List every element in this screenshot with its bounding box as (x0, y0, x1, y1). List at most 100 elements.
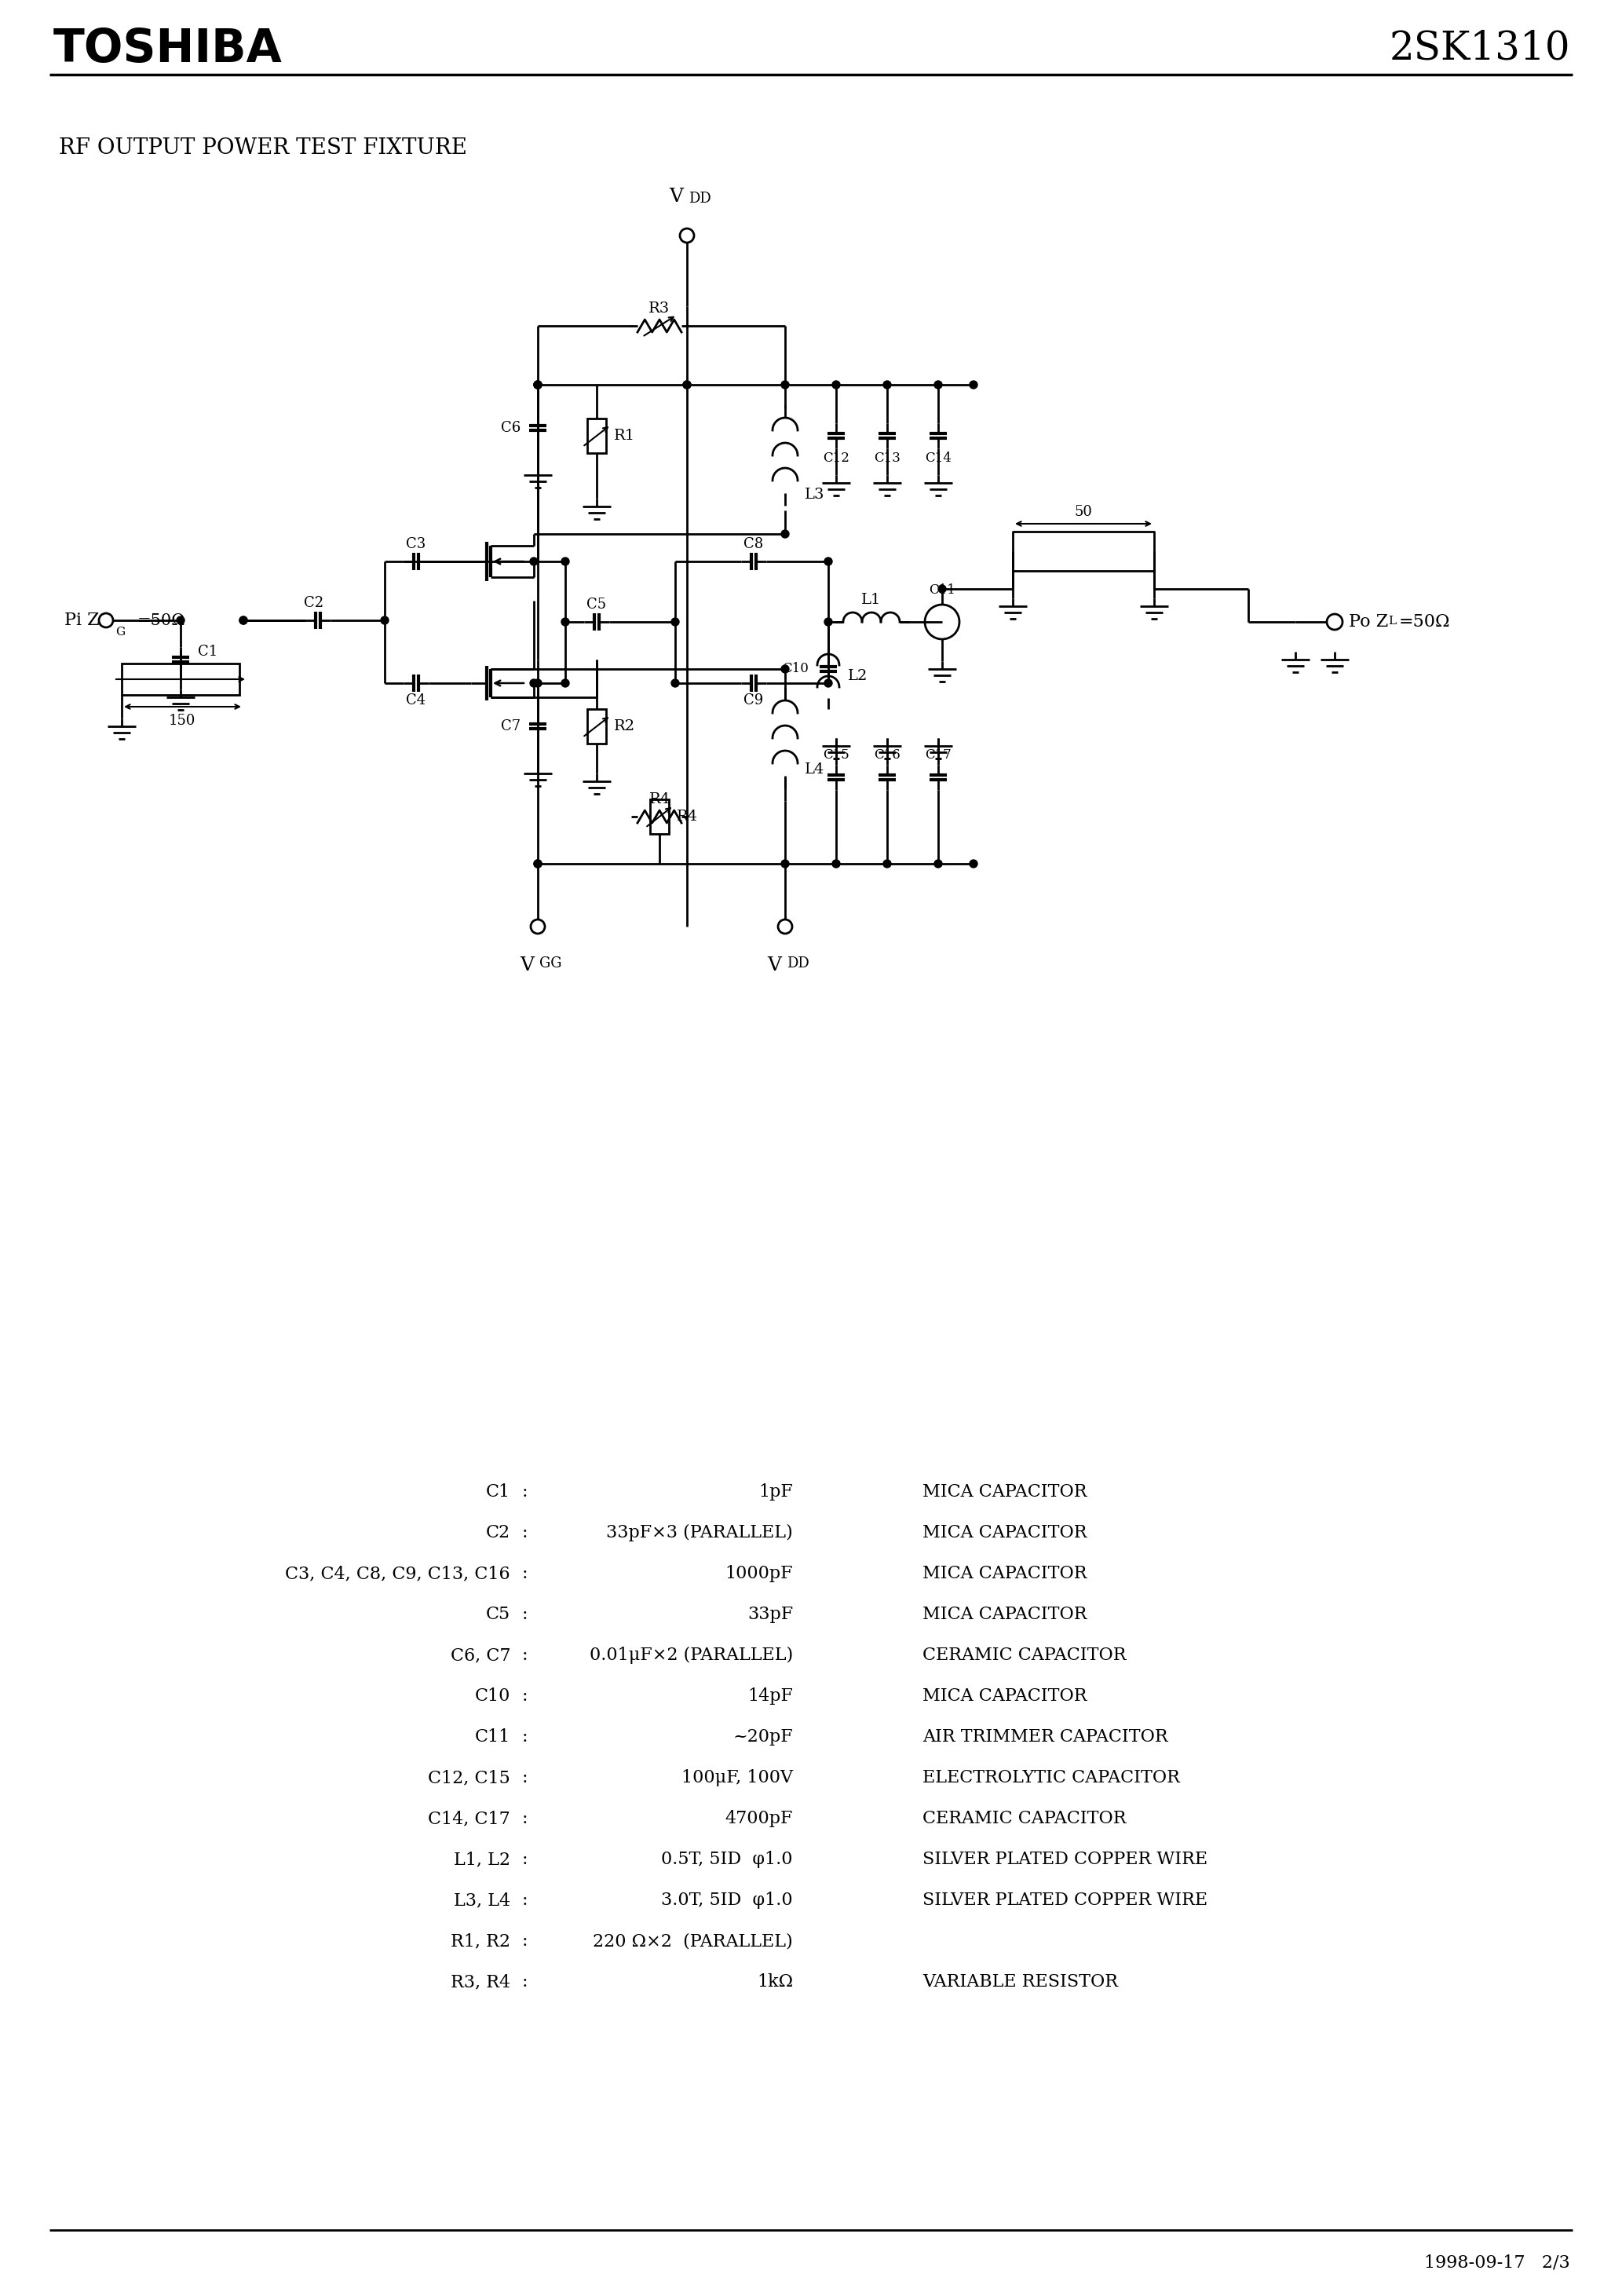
Text: :: : (522, 1688, 529, 1704)
Text: C3, C4, C8, C9, C13, C16: C3, C4, C8, C9, C13, C16 (285, 1566, 511, 1582)
Circle shape (534, 859, 542, 868)
Text: 3.0T, 5ID  φ1.0: 3.0T, 5ID φ1.0 (662, 1892, 793, 1908)
Text: L3, L4: L3, L4 (454, 1892, 511, 1908)
Text: C15: C15 (822, 748, 850, 762)
Text: C5: C5 (487, 1605, 511, 1623)
Circle shape (832, 381, 840, 388)
Text: :: : (522, 1809, 529, 1828)
Text: :: : (522, 1646, 529, 1665)
Text: 150: 150 (169, 714, 196, 728)
Text: ELECTROLYTIC CAPACITOR: ELECTROLYTIC CAPACITOR (923, 1770, 1179, 1786)
Circle shape (970, 859, 978, 868)
Text: L1, L2: L1, L2 (454, 1851, 511, 1869)
Circle shape (934, 381, 942, 388)
Text: CERAMIC CAPACITOR: CERAMIC CAPACITOR (923, 1809, 1126, 1828)
Text: :: : (522, 1605, 529, 1623)
Text: MICA CAPACITOR: MICA CAPACITOR (923, 1483, 1087, 1502)
Text: 100μF, 100V: 100μF, 100V (681, 1770, 793, 1786)
Circle shape (824, 558, 832, 565)
Text: L2: L2 (848, 668, 868, 684)
Text: 0.5T, 5ID  φ1.0: 0.5T, 5ID φ1.0 (662, 1851, 793, 1869)
Circle shape (782, 666, 788, 673)
Text: Po Z: Po Z (1350, 613, 1388, 631)
Text: R2: R2 (615, 719, 636, 732)
Text: C5: C5 (587, 597, 607, 611)
Circle shape (683, 381, 691, 388)
Text: TOSHIBA: TOSHIBA (54, 25, 282, 71)
Text: :: : (522, 1933, 529, 1949)
Text: C1: C1 (487, 1483, 511, 1502)
Text: C11: C11 (475, 1729, 511, 1745)
Text: R4: R4 (676, 810, 697, 824)
Circle shape (824, 680, 832, 687)
Circle shape (530, 680, 539, 687)
Text: C2: C2 (487, 1525, 511, 1541)
Text: C12: C12 (822, 450, 850, 464)
Circle shape (782, 381, 788, 388)
Circle shape (938, 585, 946, 592)
Circle shape (672, 680, 680, 687)
Circle shape (240, 615, 247, 625)
Text: C12, C15: C12, C15 (428, 1770, 511, 1786)
Circle shape (934, 859, 942, 868)
Text: DD: DD (787, 957, 809, 971)
Text: :: : (522, 1729, 529, 1745)
Text: C6: C6 (501, 420, 521, 434)
Text: C11: C11 (929, 583, 955, 597)
Circle shape (534, 859, 542, 868)
Text: C8: C8 (744, 537, 764, 551)
Text: 0.01μF×2 (PARALLEL): 0.01μF×2 (PARALLEL) (589, 1646, 793, 1665)
Circle shape (884, 859, 890, 868)
Text: 33pF: 33pF (748, 1605, 793, 1623)
Text: C10: C10 (782, 661, 809, 675)
Circle shape (832, 859, 840, 868)
Circle shape (561, 680, 569, 687)
Text: C1: C1 (198, 645, 217, 659)
Text: R1, R2: R1, R2 (451, 1933, 511, 1949)
Text: V: V (767, 957, 782, 974)
Circle shape (534, 381, 542, 388)
Circle shape (381, 615, 389, 625)
Text: 4700pF: 4700pF (725, 1809, 793, 1828)
Text: C14, C17: C14, C17 (428, 1809, 511, 1828)
Text: 1pF: 1pF (759, 1483, 793, 1502)
Text: C13: C13 (874, 450, 900, 464)
Bar (650, 799, 668, 833)
Text: G: G (115, 627, 125, 638)
Text: :: : (522, 1525, 529, 1541)
Text: 2SK1310: 2SK1310 (1388, 30, 1570, 69)
Bar (122, 664, 240, 696)
Text: V: V (519, 957, 534, 974)
Text: C10: C10 (475, 1688, 511, 1704)
Text: :: : (522, 1566, 529, 1582)
Text: R1: R1 (615, 429, 636, 443)
Bar (1012, 533, 1155, 572)
Circle shape (561, 618, 569, 627)
Text: SILVER PLATED COPPER WIRE: SILVER PLATED COPPER WIRE (923, 1892, 1207, 1908)
Text: :: : (522, 1770, 529, 1786)
Text: VARIABLE RESISTOR: VARIABLE RESISTOR (923, 1972, 1118, 1991)
Circle shape (534, 381, 542, 388)
Text: C4: C4 (406, 693, 427, 707)
Text: R3: R3 (649, 301, 670, 315)
Text: GG: GG (540, 957, 561, 971)
Text: 50: 50 (1074, 505, 1092, 519)
Text: MICA CAPACITOR: MICA CAPACITOR (923, 1566, 1087, 1582)
Text: C16: C16 (874, 748, 900, 762)
Text: ~20pF: ~20pF (733, 1729, 793, 1745)
Text: L4: L4 (805, 762, 824, 776)
Circle shape (672, 618, 680, 627)
Text: 1000pF: 1000pF (725, 1566, 793, 1582)
Text: C6, C7: C6, C7 (451, 1646, 511, 1665)
Text: C2: C2 (305, 597, 324, 611)
Circle shape (970, 381, 978, 388)
Circle shape (561, 558, 569, 565)
Text: C3: C3 (406, 537, 427, 551)
Text: 1998-09-17   2/3: 1998-09-17 2/3 (1424, 2255, 1570, 2271)
Text: :: : (522, 1483, 529, 1502)
Text: RF OUTPUT POWER TEST FIXTURE: RF OUTPUT POWER TEST FIXTURE (58, 138, 467, 158)
Circle shape (534, 680, 542, 687)
Text: L3: L3 (805, 487, 824, 503)
Text: 1kΩ: 1kΩ (757, 1972, 793, 1991)
Text: CERAMIC CAPACITOR: CERAMIC CAPACITOR (923, 1646, 1126, 1665)
